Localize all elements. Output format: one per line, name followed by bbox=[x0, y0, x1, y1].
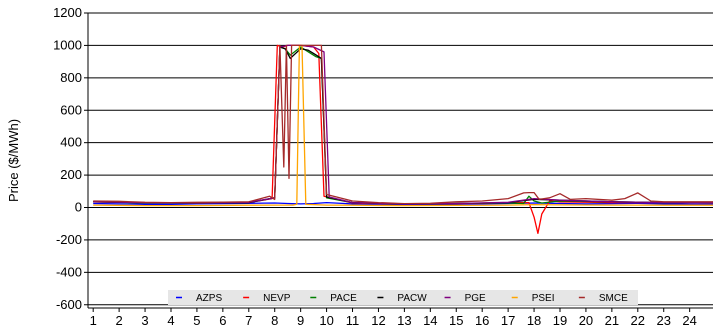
y-tick-label: 1000 bbox=[53, 37, 82, 52]
y-tick-label: -400 bbox=[56, 264, 82, 279]
legend-label-pacw: PACW bbox=[397, 293, 427, 304]
legend-label-psei: PSEI bbox=[532, 293, 555, 304]
x-tick-label: 12 bbox=[371, 313, 385, 328]
y-tick-label: -200 bbox=[56, 232, 82, 247]
y-tick-label: 800 bbox=[60, 70, 82, 85]
x-tick-label: 15 bbox=[449, 313, 463, 328]
x-tick-label: 19 bbox=[553, 313, 567, 328]
x-tick-label: 7 bbox=[245, 313, 252, 328]
x-tick-label: 17 bbox=[501, 313, 515, 328]
y-tick-label: 400 bbox=[60, 135, 82, 150]
gridlines bbox=[88, 12, 713, 306]
x-tick-label: 22 bbox=[631, 313, 645, 328]
x-tick-label: 23 bbox=[656, 313, 670, 328]
x-tick-label: 10 bbox=[319, 313, 333, 328]
series-line-pace bbox=[93, 46, 714, 205]
x-tick-label: 24 bbox=[682, 313, 696, 328]
x-tick-label: 20 bbox=[579, 313, 593, 328]
legend: AZPS NEVP PACE PACW PGE PSEI SMCE bbox=[168, 290, 638, 305]
x-tick-label: 18 bbox=[527, 313, 541, 328]
series-line-azps bbox=[93, 201, 713, 206]
legend-label-azps: AZPS bbox=[196, 293, 222, 304]
y-tick-label: 0 bbox=[75, 200, 82, 215]
series-line-smce bbox=[93, 44, 713, 205]
series-line-pacw bbox=[93, 46, 714, 205]
x-tick-label: 1 bbox=[90, 313, 97, 328]
y-tick-label: 1200 bbox=[53, 5, 82, 20]
series-line-pge bbox=[93, 44, 714, 205]
legend-label-pace: PACE bbox=[330, 293, 357, 304]
x-tick-label: 2 bbox=[116, 313, 123, 328]
x-tick-label: 5 bbox=[193, 313, 200, 328]
x-tick-label: 3 bbox=[141, 313, 148, 328]
x-tick-label: 21 bbox=[605, 313, 619, 328]
series-line-psei bbox=[93, 44, 713, 207]
x-tick-label: 14 bbox=[423, 313, 437, 328]
x-tick-label: 9 bbox=[297, 313, 304, 328]
y-tick-label: 600 bbox=[60, 102, 82, 117]
y-tick-label: 200 bbox=[60, 167, 82, 182]
x-tick-label: 4 bbox=[167, 313, 174, 328]
y-tick-label: -600 bbox=[56, 297, 82, 312]
legend-label-nevp: NEVP bbox=[263, 293, 291, 304]
x-tick-label: 11 bbox=[346, 313, 360, 328]
x-tick-label: 6 bbox=[219, 313, 226, 328]
legend-label-smce: SMCE bbox=[599, 293, 628, 304]
x-tick-label: 8 bbox=[271, 313, 278, 328]
x-tick-label: 13 bbox=[397, 313, 411, 328]
x-tick-label: 16 bbox=[475, 313, 489, 328]
legend-label-pge: PGE bbox=[465, 293, 486, 304]
y-axis-label: Price ($/MWh) bbox=[6, 119, 21, 202]
legend-box bbox=[168, 290, 638, 305]
series-lines bbox=[93, 44, 714, 235]
